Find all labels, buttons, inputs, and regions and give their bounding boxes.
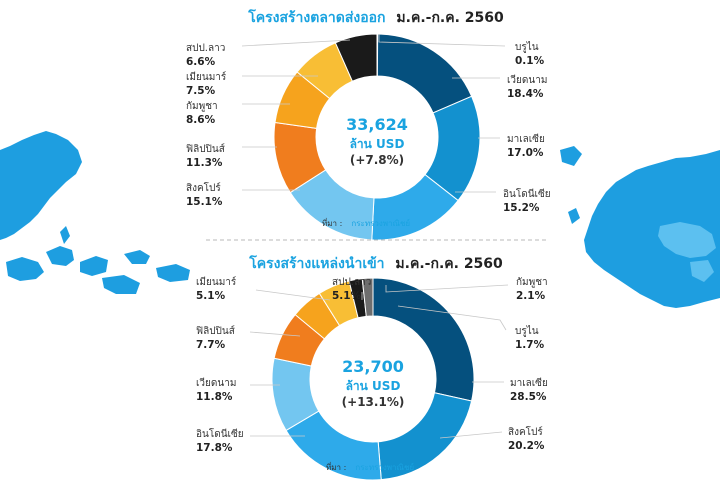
right-map-island	[568, 208, 580, 224]
leader-line	[378, 34, 506, 47]
export-center-badge: 33,624 ล้าน USD (+7.8%)	[318, 78, 436, 196]
import-chart-title: โครงสร้างแหล่งนำเข้า ม.ค.-ก.ค. 2560	[248, 254, 503, 272]
slice-percent-label: 15.2%	[503, 202, 540, 214]
left-map-island	[60, 226, 70, 244]
left-map-island	[156, 264, 190, 282]
slice-percent-label: 11.3%	[186, 157, 223, 169]
slice-country-label: เวียดนาม	[507, 74, 547, 86]
export-total-change: (+7.8%)	[350, 153, 404, 167]
leader-line	[385, 284, 509, 293]
import-source: ที่มา : กระทรวงพาณิชย์	[326, 455, 414, 474]
left-map-island	[80, 256, 108, 276]
donut-slice	[361, 277, 374, 317]
slice-country-label: ฟิลิปปินส์	[196, 325, 235, 337]
export-labels: บรูไน 0.1% เวียดนาม 18.4% มาเลเซีย 17.0% อินโด…	[186, 34, 551, 214]
import-source-text: กระทรวงพาณิชย์	[355, 462, 414, 472]
slice-country-label: กัมพูชา	[516, 277, 548, 288]
export-chart-period: ม.ค.-ก.ค. 2560	[396, 10, 504, 26]
slice-country-label: สิงคโปร์	[186, 181, 221, 194]
leader-line	[249, 331, 301, 337]
export-chart-title: โครงสร้างตลาดส่งออก ม.ค.-ก.ค. 2560	[247, 8, 504, 26]
export-chart: โครงสร้างตลาดส่งออก ม.ค.-ก.ค. 2560 บรูไน…	[186, 8, 551, 241]
slice-country-label: ฟิลิปปินส์	[186, 143, 225, 155]
slice-percent-label: 17.8%	[196, 442, 233, 454]
slice-percent-label: 7.7%	[196, 339, 226, 351]
slice-country-label: มาเลเซีย	[507, 133, 545, 145]
slice-country-label: เมียนมาร์	[186, 71, 227, 83]
slice-percent-label: 2.1%	[516, 290, 546, 302]
leader-line	[255, 289, 331, 301]
leader-line	[241, 39, 351, 47]
slice-country-label: มาเลเซีย	[510, 377, 548, 389]
import-total-unit: ล้าน USD	[346, 379, 401, 393]
export-donut	[273, 33, 481, 241]
import-total-value: 23,700	[342, 357, 404, 376]
slice-percent-label: 6.6%	[186, 56, 216, 68]
slice-country-label: อินโดนีเซีย	[503, 187, 551, 200]
slice-percent-label: 11.8%	[196, 391, 233, 403]
export-source: ที่มา : กระทรวงพาณิชย์	[322, 211, 410, 230]
slice-country-label: กัมพูชา	[186, 101, 218, 112]
slice-country-label: เมียนมาร์	[196, 276, 237, 288]
export-total-unit: ล้าน USD	[350, 137, 405, 151]
export-chart-title-text: โครงสร้างตลาดส่งออก	[247, 8, 385, 26]
import-labels: มาเลเซีย 28.5% สิงคโปร์ 20.2% อินโดนีเซีย 17.…	[196, 276, 548, 454]
leader-line	[397, 305, 507, 331]
left-map-island	[6, 257, 44, 281]
right-map-region	[658, 222, 716, 258]
slice-percent-label: 0.1%	[515, 55, 545, 67]
slice-percent-label: 5.1%	[196, 290, 226, 302]
slice-percent-label: 17.0%	[507, 147, 544, 159]
slice-country-label: เวียดนาม	[196, 377, 236, 389]
export-total-value: 33,624	[346, 115, 408, 134]
right-map-region	[690, 260, 714, 282]
slice-percent-label: 28.5%	[510, 391, 547, 403]
import-chart: โครงสร้างแหล่งนำเข้า ม.ค.-ก.ค. 2560 มาเล…	[196, 254, 548, 480]
import-total-change: (+13.1%)	[342, 395, 405, 409]
left-map-island	[102, 275, 140, 294]
donut-slice	[334, 33, 378, 82]
slice-country-label: สปป.ลาว	[332, 277, 371, 288]
left-map-island	[46, 246, 74, 266]
slice-country-label: สิงคโปร์	[508, 425, 543, 438]
slice-country-label: บรูไน	[515, 41, 539, 53]
import-donut	[271, 277, 475, 480]
slice-country-label: บรูไน	[515, 325, 539, 337]
import-center-disc	[312, 318, 434, 440]
import-chart-title-text: โครงสร้างแหล่งนำเข้า	[248, 254, 384, 272]
slice-percent-label: 8.6%	[186, 114, 216, 126]
slice-percent-label: 1.7%	[515, 339, 545, 351]
slice-percent-label: 7.5%	[186, 85, 216, 97]
slice-percent-label: 15.1%	[186, 196, 223, 208]
slice-country-label: อินโดนีเซีย	[196, 427, 244, 440]
slice-percent-label: 18.4%	[507, 88, 544, 100]
import-chart-period: ม.ค.-ก.ค. 2560	[395, 256, 503, 272]
slice-country-label: สปป.ลาว	[186, 43, 225, 54]
leader-line	[439, 431, 503, 439]
slice-percent-label: 5.1%	[332, 290, 362, 302]
right-map-island	[560, 146, 582, 166]
right-map-illustration	[560, 146, 720, 308]
slice-percent-label: 20.2%	[508, 440, 545, 452]
export-center-disc	[318, 78, 436, 196]
left-map-island	[124, 250, 150, 264]
left-map-illustration	[0, 131, 190, 294]
export-source-text: กระทรวงพาณิชย์	[351, 218, 410, 228]
import-center-badge: 23,700 ล้าน USD (+13.1%)	[312, 318, 434, 440]
export-source-label: ที่มา :	[322, 217, 342, 228]
import-source-label: ที่มา :	[326, 461, 346, 472]
right-map-landmass	[584, 150, 720, 308]
left-map-landmass	[0, 131, 82, 240]
